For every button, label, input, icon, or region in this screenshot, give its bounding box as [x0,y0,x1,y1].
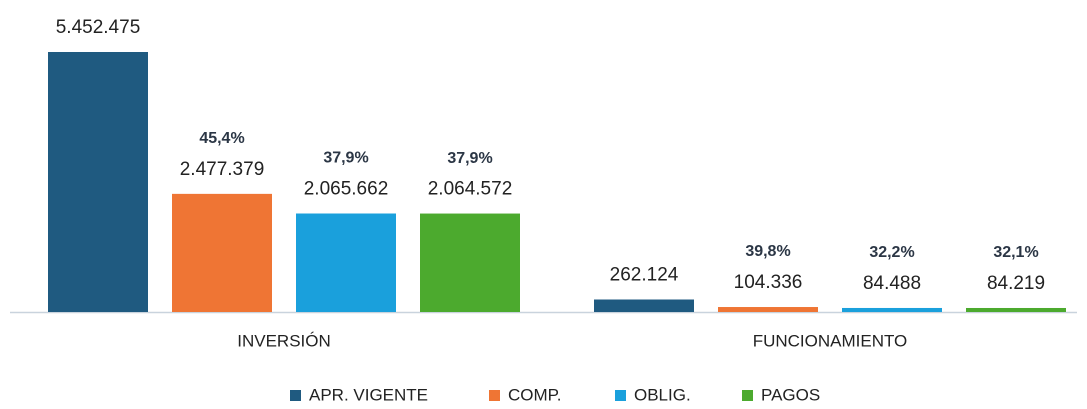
category-label: INVERSIÓN [237,331,331,350]
percent-label: 39,8% [745,243,790,260]
value-label: 2.064.572 [428,179,513,200]
bar [296,213,396,312]
value-label: 2.477.379 [180,159,265,180]
legend-swatch [290,390,301,401]
value-label: 84.219 [987,273,1045,294]
percent-label: 32,2% [869,244,914,261]
bar [966,307,1066,312]
legend-swatch [489,390,500,401]
bar [172,193,272,312]
bar [48,52,148,312]
value-label: 104.336 [734,272,803,293]
value-label: 84.488 [863,273,921,294]
percent-label: 37,9% [323,150,368,167]
legend-label: OBLIG. [634,385,691,404]
value-label: 2.065.662 [304,179,389,200]
bar [594,299,694,312]
legend-swatch [742,390,753,401]
value-label: 5.452.475 [56,17,141,38]
legend-swatch [615,390,626,401]
legend-label: APR. VIGENTE [309,385,428,404]
percent-label: 32,1% [993,244,1038,261]
category-label: FUNCIONAMIENTO [753,331,908,350]
bar [420,213,520,312]
percent-label: 37,9% [447,150,492,167]
value-label: 262.124 [610,265,679,286]
bar [718,307,818,312]
percent-label: 45,4% [199,130,244,147]
legend-label: PAGOS [761,385,820,404]
legend-label: COMP. [508,385,562,404]
bar [842,307,942,312]
